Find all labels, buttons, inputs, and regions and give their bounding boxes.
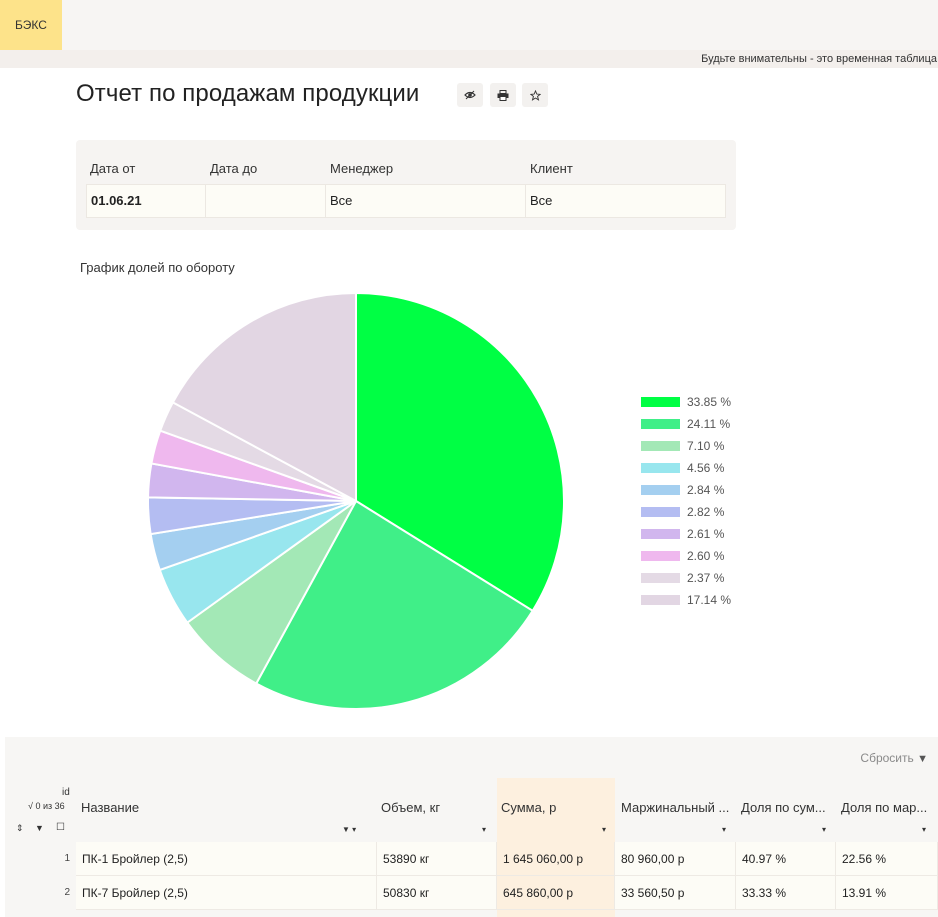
eye-icon[interactable] <box>457 83 483 107</box>
legend-swatch <box>641 507 680 517</box>
chevron-down-icon[interactable]: ▾ <box>922 825 927 834</box>
pie-slice[interactable] <box>254 499 535 710</box>
row-number: 2 <box>64 887 70 898</box>
legend-label: 2.61 % <box>687 527 725 541</box>
cell-name: ПК-1 Бройлер (2,5) <box>76 842 377 876</box>
selected-count: √ 0 из 36 <box>28 801 65 811</box>
turnover-share-pie-chart: 33.85 % 24.11 % 7.10 % 4.56 % 2.84 % 2.82 % 2.… <box>147 291 731 710</box>
brand-logo[interactable]: БЭКС <box>0 0 62 50</box>
legend-swatch <box>641 573 680 583</box>
temporary-table-warning: Будьте внимательны - это временная табли… <box>0 50 938 68</box>
manager-label: Менеджер <box>330 161 394 176</box>
legend-label: 2.84 % <box>687 483 725 497</box>
reset-label: Сбросить <box>860 751 914 765</box>
client-label: Клиент <box>530 161 573 176</box>
manager-select[interactable]: Все <box>325 184 526 218</box>
page-title: Отчет по продажам продукции <box>76 80 420 107</box>
table-row[interactable]: ПК-1 Бройлер (2,5) 53890 кг 1 645 060,00… <box>76 842 938 876</box>
pie-slice[interactable] <box>171 291 357 503</box>
date-from-field[interactable]: 01.06.21 <box>86 184 206 218</box>
cell-volume: 50830 кг <box>377 876 497 910</box>
col-header-share-margin[interactable]: Доля по мар... <box>841 800 928 815</box>
legend-label: 17.14 % <box>687 593 731 607</box>
legend-label: 4.56 % <box>687 461 725 475</box>
print-icon[interactable] <box>490 83 516 107</box>
reset-filters-button[interactable]: Сбросить ▼ <box>860 751 928 765</box>
filter-icon[interactable]: ▼ <box>35 823 44 833</box>
table-row[interactable]: ПК-7 Бройлер (2,5) 50830 кг 645 860,00 р… <box>76 876 938 910</box>
legend-swatch <box>641 419 680 429</box>
cell-margin: 80 960,00 р <box>615 842 736 876</box>
legend-label: 33.85 % <box>687 395 731 409</box>
filter-icon: ▼ <box>917 753 928 765</box>
cell-share-sum: 40.97 % <box>736 842 836 876</box>
column-filter-icon[interactable]: ▼ ▾ <box>342 825 357 834</box>
id-label: id <box>62 787 70 798</box>
legend-label: 2.60 % <box>687 549 725 563</box>
date-from-label: Дата от <box>90 161 136 176</box>
legend-swatch <box>641 595 680 605</box>
legend-swatch <box>641 441 680 451</box>
date-to-label: Дата до <box>210 161 258 176</box>
chevron-down-icon[interactable]: ▾ <box>482 825 487 834</box>
chevron-down-icon[interactable]: ▾ <box>822 825 827 834</box>
cell-name: ПК-7 Бройлер (2,5) <box>76 876 377 910</box>
legend-label: 2.82 % <box>687 505 725 519</box>
cell-volume: 53890 кг <box>377 842 497 876</box>
sort-icon[interactable]: ⇕ <box>16 823 24 833</box>
legend-swatch <box>641 485 680 495</box>
cell-sum: 645 860,00 р <box>497 876 615 910</box>
cell-share-margin: 13.91 % <box>836 876 938 910</box>
legend-label: 7.10 % <box>687 439 725 453</box>
cell-margin: 33 560,50 р <box>615 876 736 910</box>
client-select[interactable]: Все <box>525 184 726 218</box>
pie-slice[interactable] <box>355 291 565 613</box>
top-bar <box>0 0 938 50</box>
cell-share-margin: 22.56 % <box>836 842 938 876</box>
col-header-name[interactable]: Название <box>81 800 140 815</box>
legend-swatch <box>641 397 680 407</box>
cell-sum: 1 645 060,00 р <box>497 842 615 876</box>
col-header-margin[interactable]: Маржинальный ... <box>621 800 730 815</box>
chevron-down-icon[interactable]: ▾ <box>602 825 607 834</box>
chevron-down-icon[interactable]: ▾ <box>722 825 727 834</box>
cell-share-sum: 33.33 % <box>736 876 836 910</box>
legend-swatch <box>641 463 680 473</box>
legend-label: 24.11 % <box>687 417 730 431</box>
select-all-checkbox[interactable]: ☐ <box>56 822 65 833</box>
col-header-share-sum[interactable]: Доля по сум... <box>741 800 826 815</box>
chart-title: График долей по обороту <box>80 260 235 275</box>
col-header-sum[interactable]: Сумма, р <box>501 800 557 815</box>
legend-swatch <box>641 529 680 539</box>
col-header-volume[interactable]: Объем, кг <box>381 800 441 815</box>
legend-label: 2.37 % <box>687 571 725 585</box>
date-to-field[interactable] <box>205 184 326 218</box>
star-icon[interactable] <box>522 83 548 107</box>
row-number: 1 <box>64 853 70 864</box>
legend-swatch <box>641 551 680 561</box>
